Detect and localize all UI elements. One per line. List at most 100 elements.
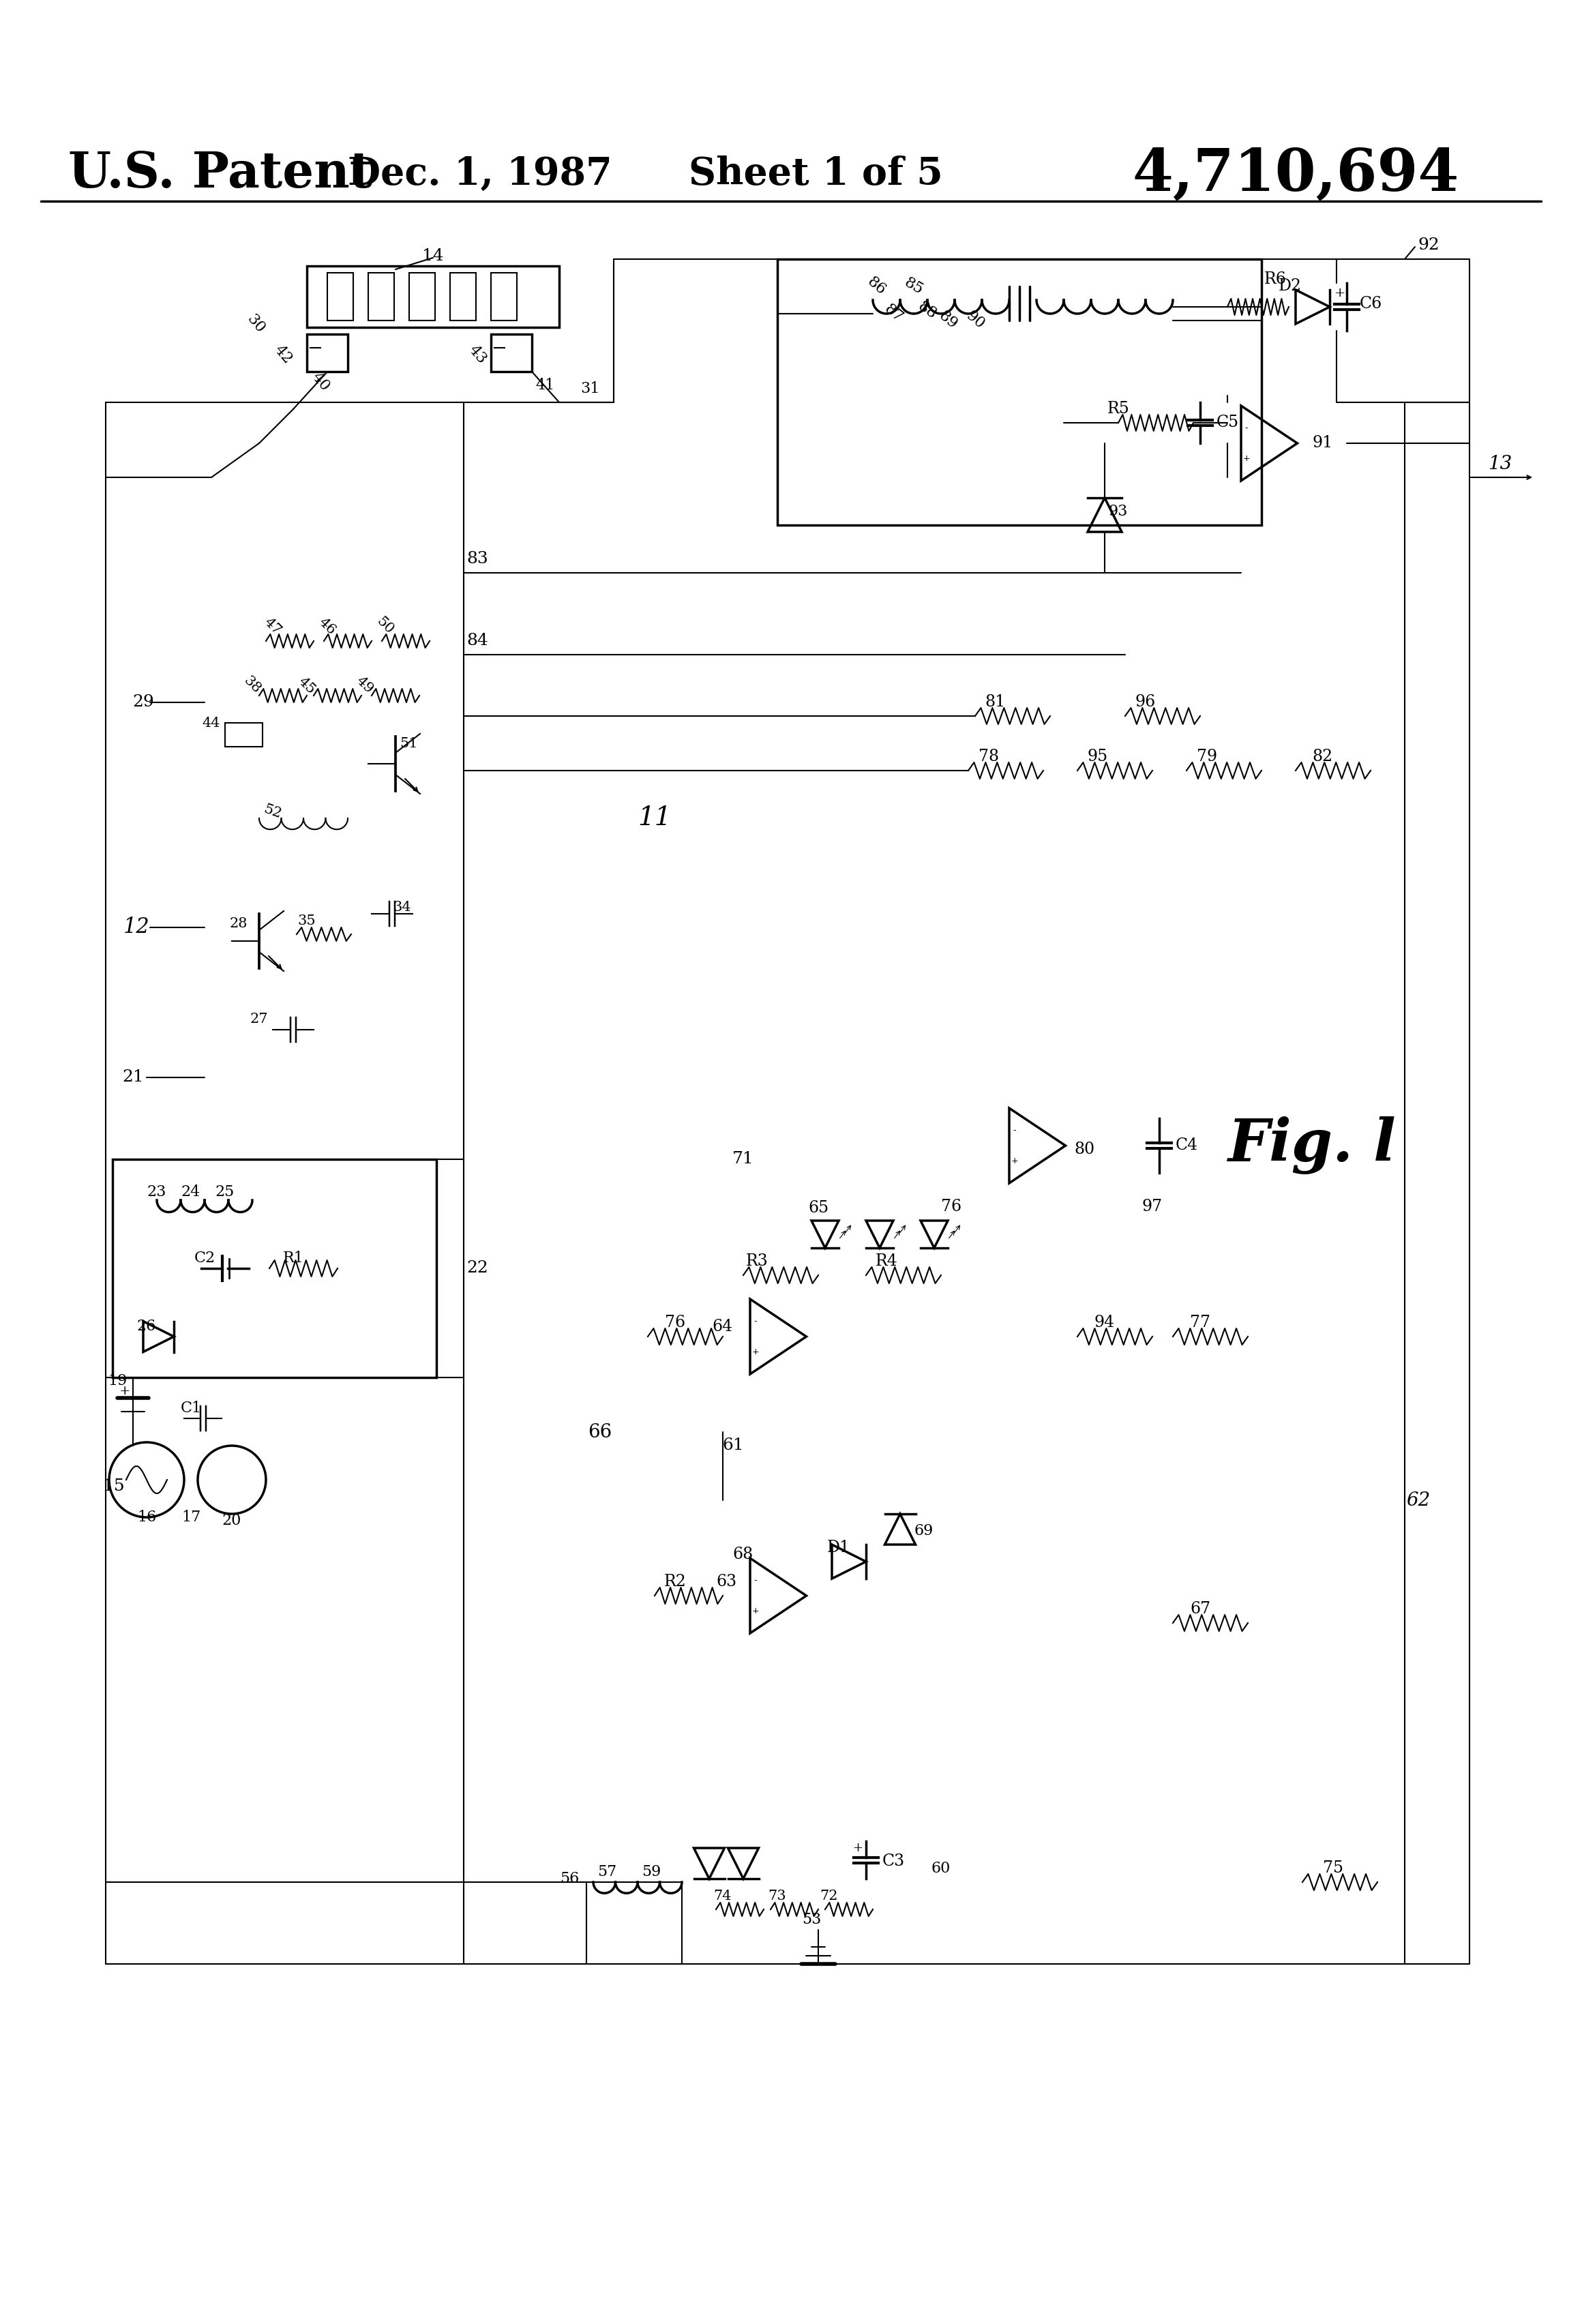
Text: 11: 11 — [638, 806, 671, 832]
Text: 89: 89 — [935, 309, 960, 332]
Text: U.S. Patent: U.S. Patent — [68, 149, 372, 198]
Text: 85: 85 — [902, 274, 925, 297]
Text: 73: 73 — [769, 1889, 786, 1903]
Text: 14: 14 — [422, 249, 445, 263]
Text: 90: 90 — [963, 309, 987, 332]
Text: 78: 78 — [979, 748, 998, 765]
Text: 52: 52 — [263, 802, 283, 820]
Text: 38: 38 — [242, 674, 263, 697]
Text: C4: C4 — [1175, 1139, 1198, 1153]
Bar — [410, 272, 435, 321]
Text: 19: 19 — [108, 1373, 127, 1387]
Text: R4: R4 — [875, 1253, 897, 1269]
Text: 44: 44 — [202, 716, 220, 730]
Text: 35: 35 — [297, 913, 316, 927]
Text: +: + — [119, 1385, 130, 1397]
Bar — [490, 272, 517, 321]
Text: 24: 24 — [182, 1185, 201, 1199]
Text: 76: 76 — [941, 1199, 962, 1215]
Bar — [490, 335, 532, 372]
Text: 20: 20 — [221, 1513, 242, 1529]
Text: +: + — [751, 1348, 759, 1355]
Text: 45: 45 — [296, 674, 318, 697]
Text: 43: 43 — [465, 342, 489, 367]
Text: 26: 26 — [138, 1318, 157, 1334]
Text: +: + — [1334, 288, 1346, 300]
Text: C1: C1 — [180, 1401, 201, 1415]
Text: 91: 91 — [1313, 435, 1334, 451]
Text: 46: 46 — [316, 616, 339, 637]
Text: 76: 76 — [664, 1315, 685, 1332]
Text: +: + — [1011, 1157, 1019, 1164]
Text: 15: 15 — [103, 1478, 125, 1494]
Text: D1: D1 — [827, 1541, 851, 1555]
Text: +: + — [1243, 453, 1250, 462]
Text: -: - — [755, 1318, 758, 1327]
Text: 28: 28 — [229, 918, 248, 930]
Bar — [112, 1160, 437, 1378]
Text: Sheet 1 of 5: Sheet 1 of 5 — [688, 156, 943, 193]
Text: +: + — [751, 1606, 759, 1615]
Text: 51: 51 — [400, 737, 418, 751]
Text: 86: 86 — [864, 274, 889, 297]
Text: 21: 21 — [122, 1069, 144, 1085]
Text: 94: 94 — [1095, 1315, 1115, 1332]
Text: 81: 81 — [986, 695, 1006, 711]
Text: D2: D2 — [1278, 279, 1302, 295]
Text: R5: R5 — [1107, 402, 1130, 416]
Text: 22: 22 — [467, 1260, 489, 1276]
Text: 75: 75 — [1323, 1862, 1343, 1875]
Text: 25: 25 — [215, 1185, 234, 1199]
Text: 42: 42 — [271, 342, 294, 367]
Text: 74: 74 — [713, 1889, 732, 1903]
Text: 87: 87 — [881, 302, 905, 325]
Text: 31: 31 — [581, 381, 600, 395]
Text: R6: R6 — [1264, 272, 1286, 288]
Text: 60: 60 — [932, 1862, 951, 1875]
Text: 53: 53 — [802, 1913, 821, 1927]
Text: 80: 80 — [1074, 1141, 1095, 1157]
Bar — [369, 272, 394, 321]
Text: +: + — [853, 1843, 862, 1855]
Text: 27: 27 — [250, 1013, 269, 1025]
Text: 13: 13 — [1489, 456, 1512, 472]
Text: 59: 59 — [642, 1864, 661, 1880]
Text: 83: 83 — [467, 551, 489, 567]
Text: 61: 61 — [723, 1439, 744, 1452]
Text: R3: R3 — [745, 1253, 769, 1269]
Text: 84: 84 — [467, 632, 489, 648]
Text: R2: R2 — [664, 1573, 687, 1590]
Text: 88: 88 — [914, 297, 940, 323]
Text: 47: 47 — [261, 616, 283, 637]
Text: 67: 67 — [1190, 1601, 1210, 1618]
Text: -: - — [1245, 423, 1248, 432]
Text: 49: 49 — [354, 674, 377, 697]
Text: Fig. l: Fig. l — [1228, 1116, 1395, 1174]
Text: C6: C6 — [1359, 295, 1383, 311]
Bar — [449, 272, 476, 321]
Bar — [307, 335, 348, 372]
Text: 66: 66 — [589, 1422, 612, 1441]
Text: 77: 77 — [1190, 1315, 1210, 1332]
Text: 97: 97 — [1142, 1199, 1163, 1215]
Text: 16: 16 — [138, 1511, 157, 1525]
Text: 96: 96 — [1136, 695, 1156, 711]
Text: 34: 34 — [394, 899, 411, 913]
Bar — [777, 260, 1261, 525]
Text: 30: 30 — [244, 311, 267, 337]
Text: 79: 79 — [1196, 748, 1217, 765]
Text: R1: R1 — [283, 1250, 304, 1267]
Text: 56: 56 — [560, 1871, 579, 1887]
Text: C3: C3 — [883, 1855, 905, 1868]
Text: 82: 82 — [1313, 748, 1334, 765]
Text: C2: C2 — [195, 1250, 215, 1267]
Text: 72: 72 — [819, 1889, 837, 1903]
Text: 57: 57 — [598, 1864, 617, 1880]
Text: -: - — [1012, 1127, 1016, 1134]
Text: 62: 62 — [1406, 1492, 1430, 1511]
Text: 40: 40 — [308, 370, 332, 395]
Text: 65: 65 — [808, 1202, 829, 1215]
Text: -: - — [755, 1576, 758, 1585]
Text: 93: 93 — [1109, 504, 1128, 518]
Text: 23: 23 — [147, 1185, 166, 1199]
